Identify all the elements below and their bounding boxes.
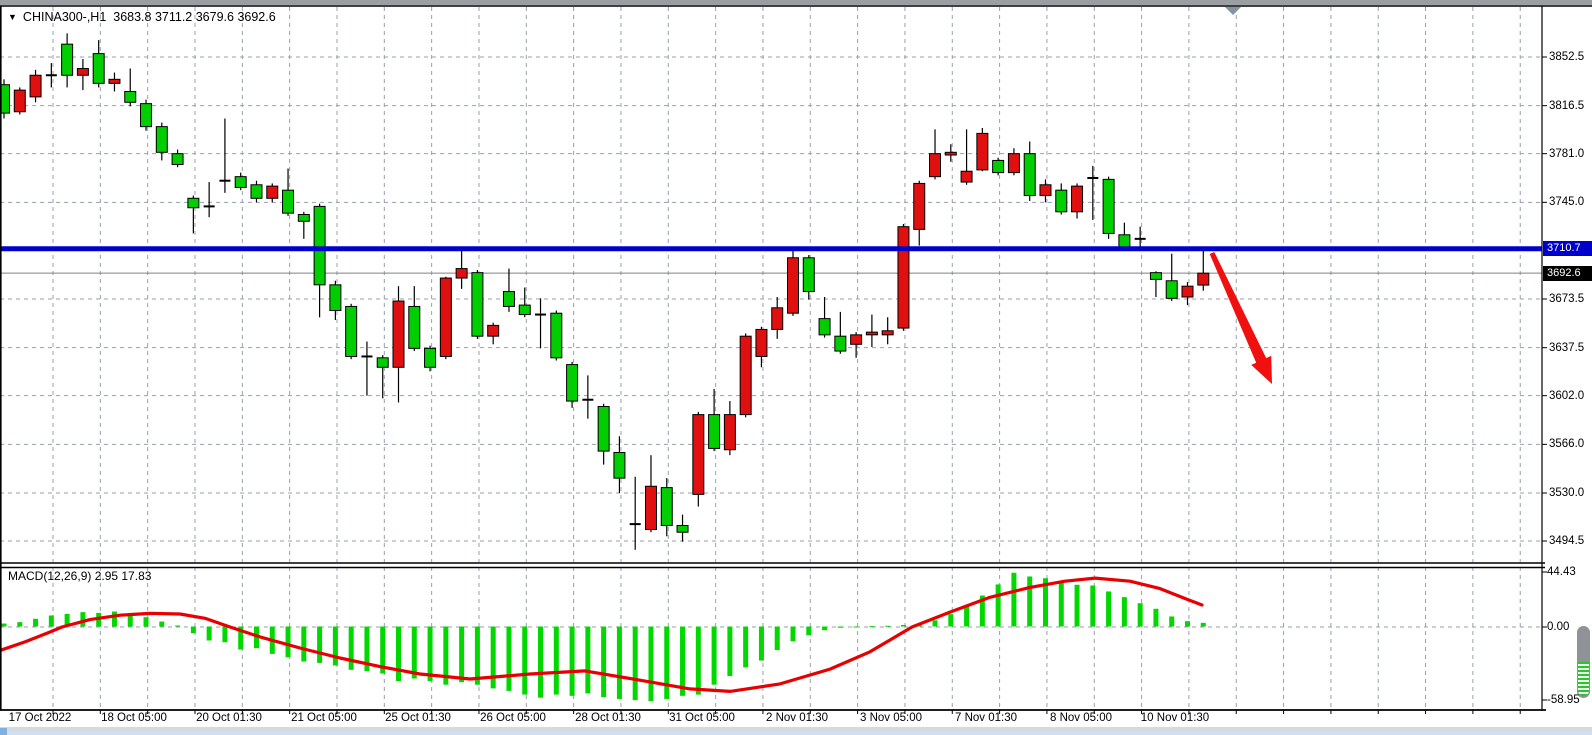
- window-corner-accent: [0, 728, 7, 735]
- macd-indicator-label: MACD(12,26,9) 2.95 17.83: [8, 569, 152, 583]
- window-top-edge: [0, 0, 1592, 5]
- price-axis-label: 3673.5: [1549, 293, 1585, 305]
- price-axis-label: 3602.0: [1549, 389, 1585, 402]
- symbol-dropdown-icon[interactable]: ▼: [8, 12, 17, 22]
- grid-lines: [0, 7, 1542, 710]
- candlesticks: [0, 33, 1210, 550]
- time-axis-label: 26 Oct 05:00: [480, 712, 546, 724]
- hline-price-badge: 3710.7: [1543, 241, 1592, 257]
- macd-histogram: [1, 572, 1206, 702]
- price-axis-label: 3852.5: [1549, 51, 1585, 63]
- price-axis-label: 3494.5: [1549, 535, 1585, 548]
- macd-axis-label: 44.43: [1547, 565, 1576, 578]
- time-axis-label: 17 Oct 2022: [8, 712, 72, 724]
- panel-borders: [0, 5, 1592, 711]
- price-axis-label: 3781.0: [1549, 147, 1585, 160]
- time-axis-label: 25 Oct 01:30: [385, 712, 451, 724]
- chart-title: ▼ CHINA300-,H1 3683.8 3711.2 3679.6 3692.…: [8, 10, 276, 24]
- price-axis-label: 3816.5: [1549, 99, 1585, 112]
- scrollbar-stripes: [1578, 662, 1589, 696]
- window-bottom-border: [0, 731, 1592, 735]
- time-axis-label: 3 Nov 05:00: [859, 712, 922, 724]
- time-axis-label: 28 Oct 01:30: [575, 712, 641, 724]
- time-axis-label: 10 Nov 01:30: [1140, 712, 1210, 724]
- time-axis-label: 2 Nov 01:30: [765, 712, 828, 724]
- axis-ticks: [52, 56, 1547, 714]
- time-axis-label: 20 Oct 01:30: [196, 712, 262, 724]
- time-axis-label: 8 Nov 05:00: [1049, 712, 1112, 724]
- macd-axis-label: -58.95: [1547, 693, 1580, 706]
- window-bottom-edge: [0, 727, 1592, 731]
- price-axis-label: 3566.0: [1549, 438, 1585, 451]
- price-axis-label: 3745.0: [1549, 196, 1585, 209]
- chart-shift-triangle-icon[interactable]: [1225, 7, 1241, 15]
- macd-signal-line: [0, 576, 1204, 694]
- last-price-badge: 3692.6: [1543, 265, 1592, 281]
- macd-axis-label: 0.00: [1547, 621, 1570, 633]
- ohlc-readout: 3683.8 3711.2 3679.6 3692.6: [113, 10, 276, 24]
- symbol-timeframe-label: CHINA300-,H1: [22, 10, 107, 24]
- price-axis-label: 3530.0: [1549, 487, 1585, 500]
- down-trend-arrow[interactable]: [1209, 252, 1272, 384]
- time-axis-label: 21 Oct 05:00: [291, 712, 357, 724]
- scrollbar-thumb[interactable]: [1577, 626, 1590, 698]
- price-axis-label: 3637.5: [1549, 341, 1585, 354]
- time-axis-label: 18 Oct 05:00: [101, 712, 167, 724]
- time-axis-label: 7 Nov 01:30: [954, 712, 1017, 724]
- time-axis-label: 31 Oct 05:00: [669, 712, 735, 724]
